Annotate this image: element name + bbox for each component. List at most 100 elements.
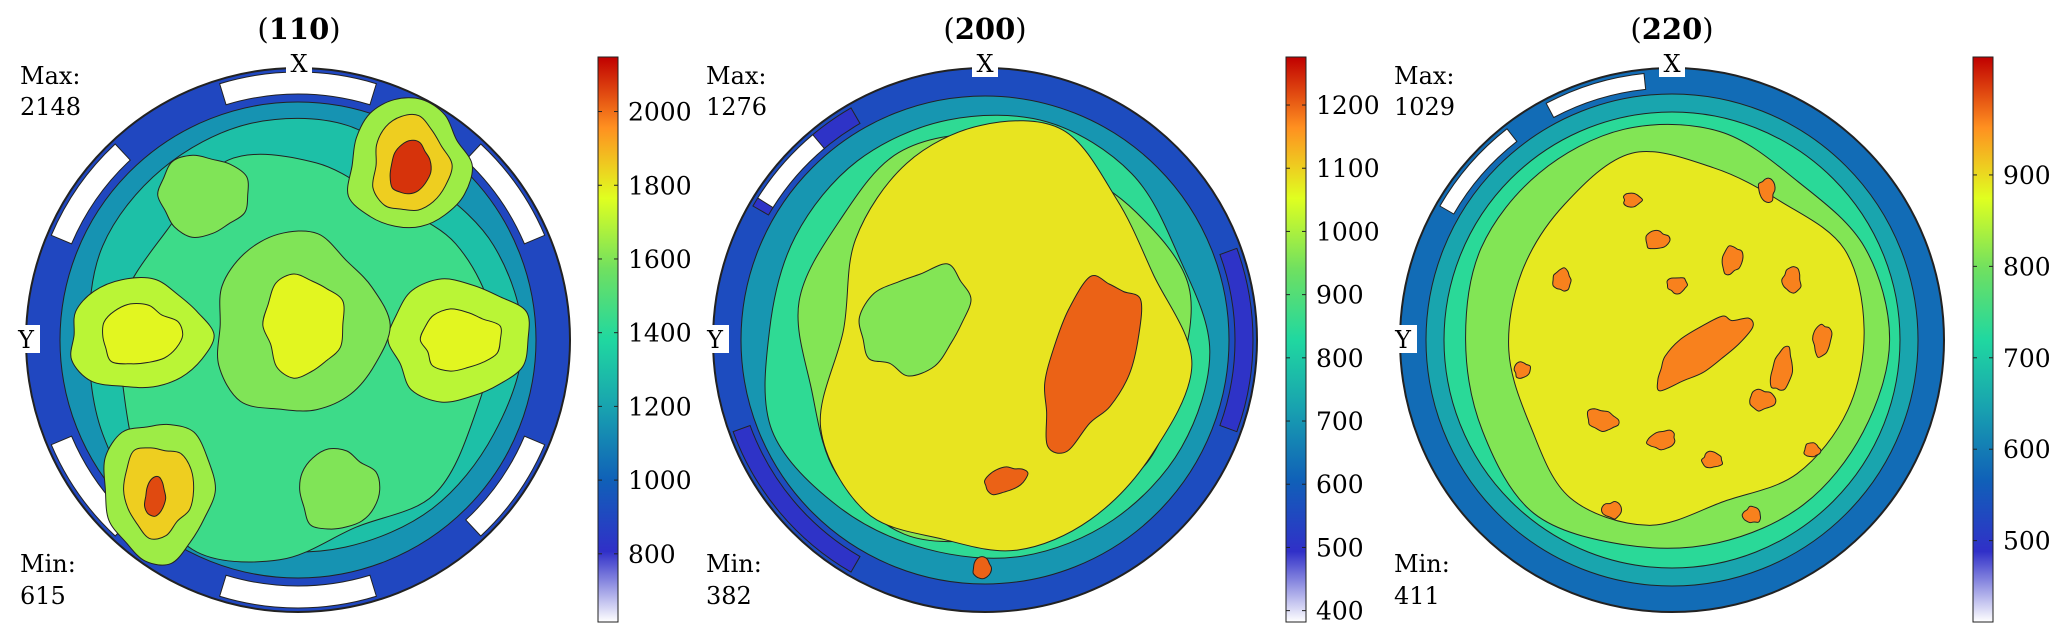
colorbar-tick-label: 2000 xyxy=(628,98,692,127)
contour-peak xyxy=(1646,429,1676,451)
min-value: 411 xyxy=(1394,582,1440,610)
contour-peak xyxy=(1749,388,1777,412)
max-value: 2148 xyxy=(20,93,81,121)
contour-peak xyxy=(101,302,184,365)
rim-notch xyxy=(50,143,131,245)
contour-peak xyxy=(983,466,1029,496)
colorbar-tick-label: 800 xyxy=(2003,252,2051,281)
colorbar-gradient xyxy=(1972,56,1994,623)
panel-title-110: (110) xyxy=(257,12,340,46)
colorbar-110: 800 1000 1200 1400 1600 1800 2000 xyxy=(597,56,692,623)
colorbar-tick-label: 500 xyxy=(1316,533,1364,562)
colorbar-200: 400 500 600 700 800 900 1000 1100 1200 xyxy=(1285,56,1380,626)
contour-peak xyxy=(1645,229,1671,250)
colorbar-tick-label: 400 xyxy=(1316,597,1364,626)
x-axis-label: X xyxy=(976,50,993,78)
contour-peak xyxy=(1552,267,1572,292)
max-label: Max: xyxy=(706,62,767,90)
y-label-box xyxy=(13,325,40,353)
pole-figure-220 xyxy=(1399,67,1945,613)
colorbar-gradient xyxy=(1285,56,1307,623)
contour-peak xyxy=(1622,192,1643,208)
min-label: Min: xyxy=(20,550,76,578)
contour-plateau xyxy=(819,120,1193,552)
y-axis-label: Y xyxy=(1394,326,1412,354)
contour-peak xyxy=(1700,450,1724,469)
colorbar-tick-label: 1600 xyxy=(628,245,692,274)
contour-lobe xyxy=(299,447,381,530)
contour-peak xyxy=(972,556,993,580)
contour-peak xyxy=(1769,345,1794,391)
rim-notch xyxy=(219,574,377,609)
colorbar-tick-label: 700 xyxy=(2003,344,2051,373)
rim-notch xyxy=(465,435,546,537)
contour-peak xyxy=(1666,277,1689,295)
colorbar-tick-label: 700 xyxy=(1316,407,1364,436)
panel-title-200: (200) xyxy=(943,12,1026,46)
colorbar-tick-label: 500 xyxy=(2003,527,2051,556)
colorbar-tick-label: 900 xyxy=(2003,161,2051,190)
contour-peak xyxy=(1656,315,1754,392)
y-axis-label: Y xyxy=(17,326,35,354)
colorbar-tick-label: 1400 xyxy=(628,319,692,348)
contour-peak xyxy=(1741,505,1762,524)
contour-dip xyxy=(858,263,972,377)
colorbar-tick-label: 1000 xyxy=(1316,217,1380,246)
panel-title-220: (220) xyxy=(1630,12,1713,46)
colorbar-tick-label: 600 xyxy=(1316,470,1364,499)
colorbar-tick-label: 800 xyxy=(1316,344,1364,373)
max-label: Max: xyxy=(1394,62,1455,90)
rim-notch xyxy=(465,143,546,245)
panel-110: (110) Max: 2148 Min: 615 X Y 800 1000 1200… xyxy=(13,12,692,623)
x-axis-label: X xyxy=(1663,50,1680,78)
x-label-box xyxy=(1659,50,1685,77)
colorbar-tick-label: 1100 xyxy=(1316,154,1380,183)
colorbar-tick-label: 1000 xyxy=(628,466,692,495)
rim-band xyxy=(1219,247,1254,433)
min-label: Min: xyxy=(1394,550,1450,578)
colorbar-tick-label: 900 xyxy=(1316,281,1364,310)
contour-max xyxy=(389,139,432,195)
min-value: 382 xyxy=(706,582,752,610)
contour-peak xyxy=(262,273,345,379)
colorbar-tick-label: 1200 xyxy=(1316,91,1380,120)
colorbar-gradient xyxy=(597,56,619,623)
x-label-box xyxy=(972,50,998,77)
rim-notch xyxy=(1545,72,1647,119)
x-axis-label: X xyxy=(290,50,307,78)
contour-peak xyxy=(1757,177,1776,204)
contour-peak xyxy=(1600,500,1623,520)
contour-peak xyxy=(1803,442,1822,458)
contour-peak xyxy=(1721,245,1744,276)
max-value: 1276 xyxy=(706,93,767,121)
contour-peak xyxy=(419,308,502,372)
colorbar-tick-label: 600 xyxy=(2003,435,2051,464)
rim-band xyxy=(732,424,861,573)
rim-notch xyxy=(757,133,826,209)
panel-220: (220) Max: 1029 Min: 411 X Y 500 600 700 80… xyxy=(1390,12,2051,623)
max-label: Max: xyxy=(20,62,81,90)
pole-figure-110 xyxy=(25,67,571,613)
contour-peak xyxy=(1781,266,1802,294)
colorbar-tick-label: 1800 xyxy=(628,171,692,200)
rim-notch xyxy=(1439,128,1518,215)
contour-max xyxy=(143,475,167,517)
pole-figure-200 xyxy=(712,67,1258,613)
colorbar-tick-label: 1200 xyxy=(628,392,692,421)
x-label-box xyxy=(286,50,312,77)
y-label-box xyxy=(1390,325,1417,353)
y-axis-label: Y xyxy=(706,326,724,354)
rim-notch xyxy=(219,71,377,106)
contour-peak xyxy=(1812,323,1833,358)
colorbar-tick-label: 800 xyxy=(628,540,676,569)
colorbar-220: 500 600 700 800 900 xyxy=(1972,56,2051,623)
max-value: 1029 xyxy=(1394,93,1455,121)
y-label-box xyxy=(702,325,729,353)
contour-lobe xyxy=(157,154,249,239)
contour-peak xyxy=(1586,408,1620,433)
min-label: Min: xyxy=(706,550,762,578)
contour-peak xyxy=(1513,361,1532,379)
min-value: 615 xyxy=(20,582,66,610)
panel-200: (200) Max: 1276 Min: 382 X Y 400 500 600 70… xyxy=(702,12,1380,626)
